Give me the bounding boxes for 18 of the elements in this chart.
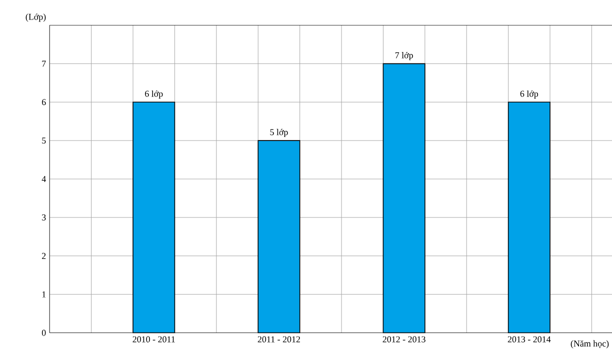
y-tick-label: 4	[42, 176, 46, 182]
y-axis-title: (Lớp)	[26, 14, 46, 22]
x-tick-label: 2013 - 2014	[508, 336, 551, 342]
y-tick-label: 3	[42, 214, 46, 221]
y-tick-label: 6	[42, 99, 46, 106]
y-tick-label: 7	[42, 60, 46, 67]
data-label: 6 lớp	[520, 90, 538, 99]
x-tick-label: 2011 - 2012	[258, 336, 300, 342]
data-label: 6 lớp	[145, 90, 163, 99]
y-tick-label: 0	[42, 330, 46, 336]
y-tick-label: 2	[42, 252, 46, 259]
y-tick-label: 5	[42, 138, 46, 144]
x-tick-label: 2010 - 2011	[132, 336, 175, 342]
y-tick-label: 1	[42, 291, 46, 298]
x-tick-label: 2012 - 2013	[382, 336, 426, 342]
x-axis-title: (Năm học)	[570, 340, 609, 348]
data-label: 5 lớp	[270, 128, 288, 138]
data-label: 7 lớp	[395, 52, 413, 60]
